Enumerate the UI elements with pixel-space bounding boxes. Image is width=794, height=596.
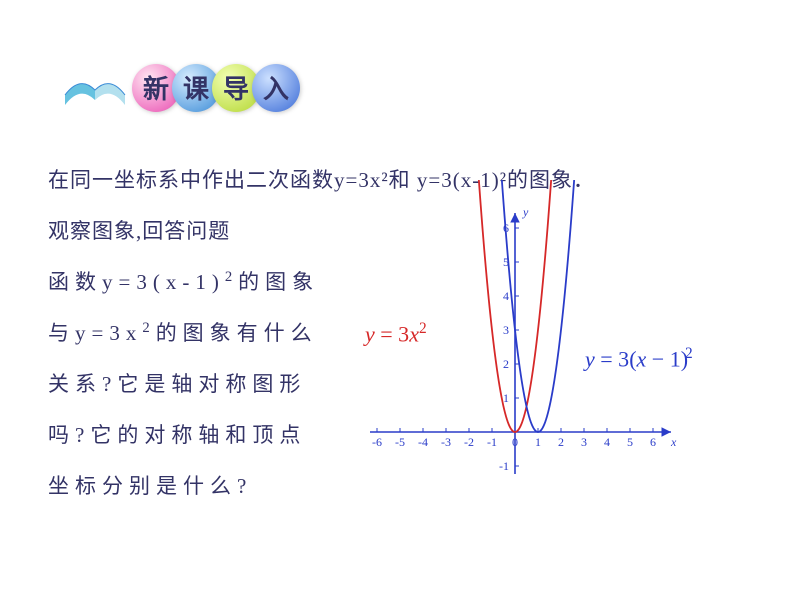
svg-text:4: 4 xyxy=(503,289,509,303)
svg-text:-2: -2 xyxy=(464,435,474,449)
svg-text:y: y xyxy=(522,205,529,219)
circle-ru: 入 xyxy=(252,64,300,112)
text-line-4: 与y=3x2的图象有什么 xyxy=(48,312,368,354)
formula-red: y = 3x2 xyxy=(365,320,427,347)
svg-text:-1: -1 xyxy=(487,435,497,449)
text-line-7: 坐标分别是什么? xyxy=(48,465,368,507)
text-line-5: 关系?它是轴对称图形 xyxy=(48,363,368,405)
svg-text:3: 3 xyxy=(503,323,509,337)
header-circles: 新 课 导 入 xyxy=(140,64,300,112)
parabola-chart: -6-5-4-3-2-10123456x-1123456y xyxy=(370,180,770,480)
svg-text:1: 1 xyxy=(503,391,509,405)
svg-text:-1: -1 xyxy=(499,459,509,473)
chart-area: -6-5-4-3-2-10123456x-1123456y y = 3x2 y … xyxy=(370,180,770,480)
formula-blue: y = 3(x − 1)2 xyxy=(585,345,696,372)
svg-text:5: 5 xyxy=(627,435,633,449)
svg-text:0: 0 xyxy=(512,435,518,449)
text-line-3: 函数y=3(x-1)2的图象 xyxy=(48,261,368,303)
book-icon xyxy=(60,60,130,115)
svg-text:2: 2 xyxy=(558,435,564,449)
svg-text:4: 4 xyxy=(604,435,610,449)
svg-text:-6: -6 xyxy=(372,435,382,449)
text-line-6: 吗?它的对称轴和顶点 xyxy=(48,414,368,456)
svg-text:-3: -3 xyxy=(441,435,451,449)
svg-text:2: 2 xyxy=(503,357,509,371)
svg-text:6: 6 xyxy=(650,435,656,449)
svg-text:-5: -5 xyxy=(395,435,405,449)
svg-text:x: x xyxy=(670,435,677,449)
svg-text:3: 3 xyxy=(581,435,587,449)
svg-text:1: 1 xyxy=(535,435,541,449)
lesson-header: 新 课 导 入 xyxy=(60,60,300,115)
svg-text:-4: -4 xyxy=(418,435,428,449)
